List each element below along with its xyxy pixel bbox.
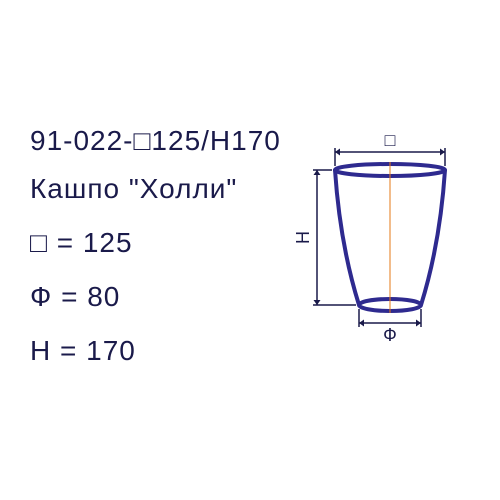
product-name: Кашпо "Холли" [30, 168, 281, 210]
dim-bottom: Ф = 80 [30, 276, 281, 318]
dim-height: H = 170 [30, 330, 281, 372]
spec-text-block: 91-022-□125/H170 Кашпо "Холли" □ = 125 Ф… [30, 120, 281, 378]
svg-text:H: H [293, 231, 313, 244]
dim-top: □ = 125 [30, 222, 281, 264]
svg-text:□: □ [385, 130, 396, 150]
product-code: 91-022-□125/H170 [30, 120, 281, 162]
tech-diagram: □ Ф H [280, 130, 470, 360]
svg-text:Ф: Ф [383, 325, 397, 345]
